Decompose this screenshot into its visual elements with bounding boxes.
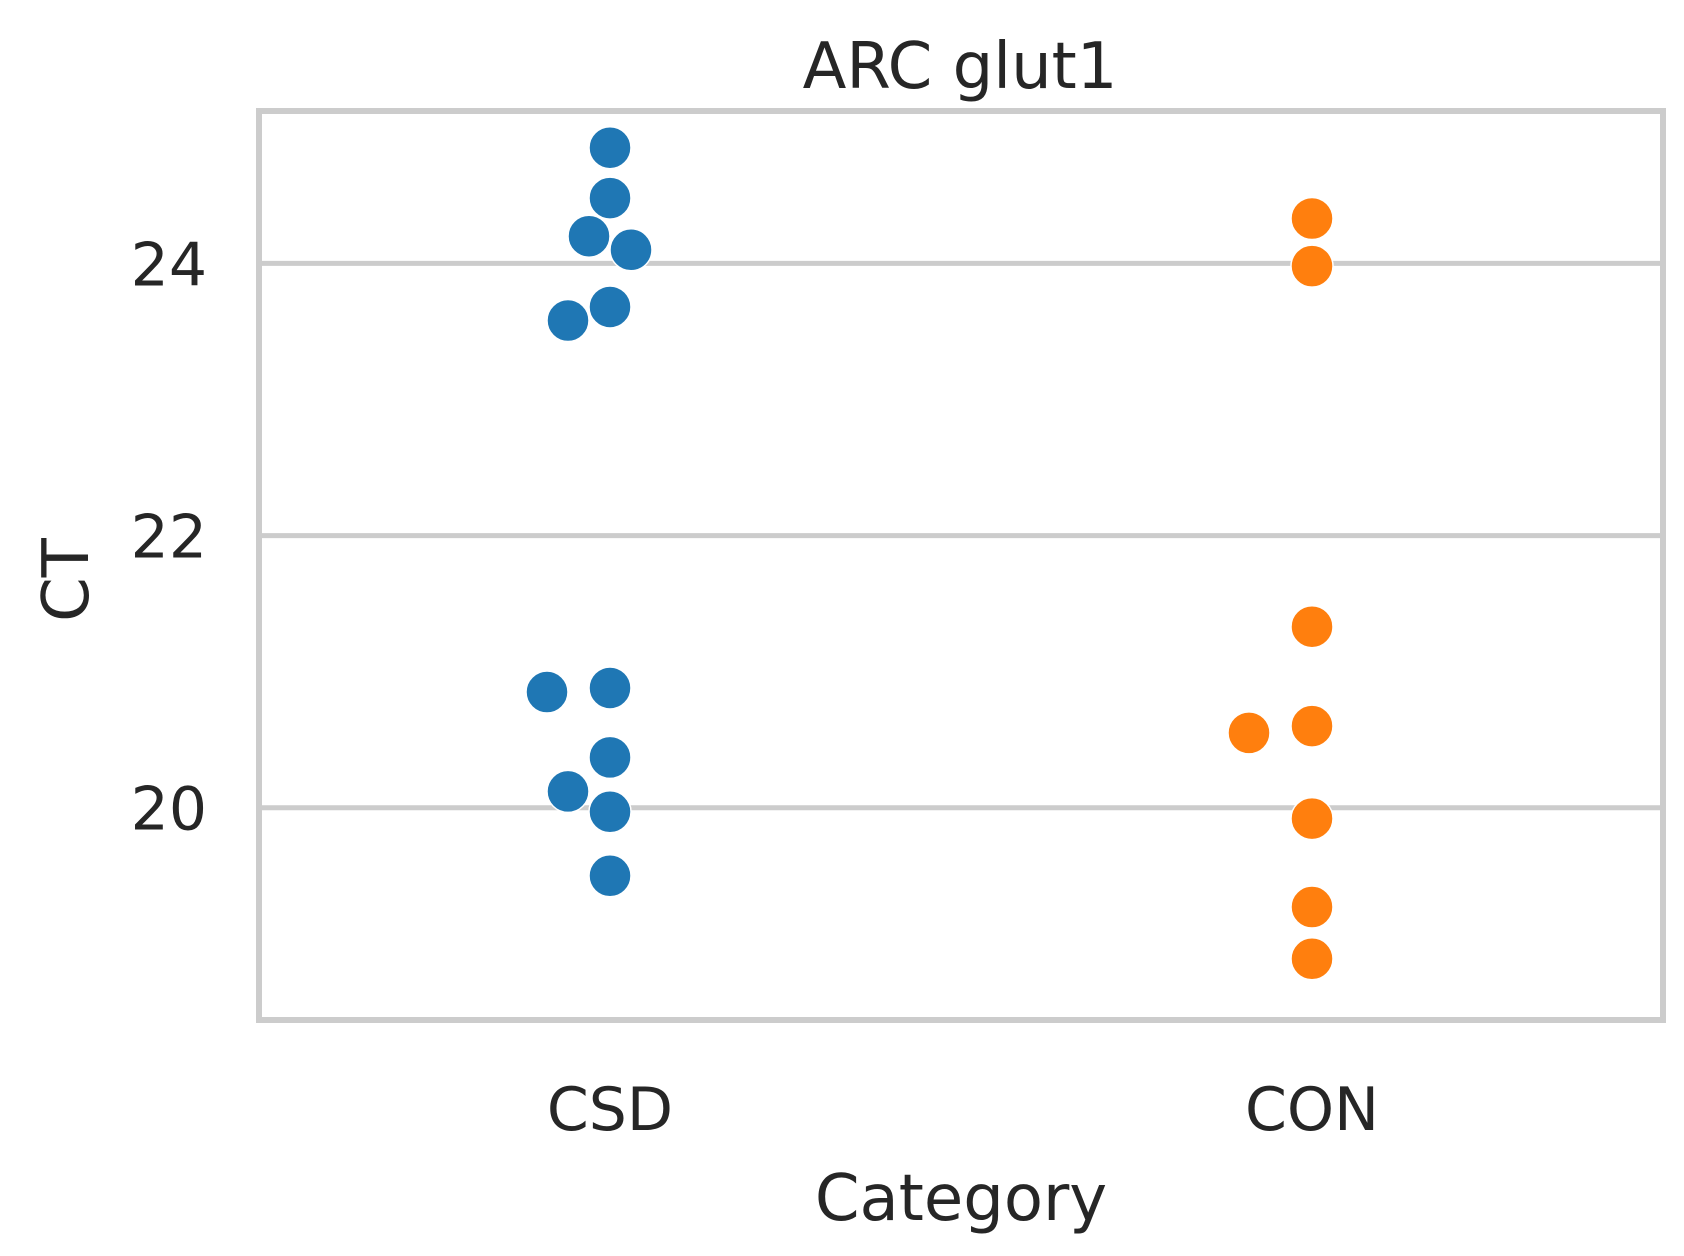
data-point-csd	[588, 125, 632, 170]
y-tick-label: 22	[131, 503, 207, 573]
data-point-csd	[546, 298, 590, 343]
chart-title: ARC glut1	[803, 30, 1118, 104]
data-point-con	[1290, 196, 1334, 241]
plot-frame	[256, 108, 1666, 1023]
y-axis-label: CT	[30, 537, 104, 622]
data-point-csd	[588, 176, 632, 220]
data-point-csd	[588, 854, 632, 898]
data-points	[525, 125, 1334, 981]
y-tick-labels: 20 22 24	[131, 230, 207, 844]
x-tick-label: CON	[1245, 1075, 1379, 1145]
data-point-con	[1290, 937, 1334, 981]
grid-lines	[259, 260, 1663, 811]
data-point-con	[1290, 244, 1334, 288]
x-tick-labels: CSD CON	[547, 1075, 1379, 1145]
data-point-csd	[546, 769, 590, 814]
y-tick-label: 20	[131, 775, 207, 845]
x-tick-label: CSD	[547, 1075, 673, 1145]
data-point-csd	[588, 285, 632, 329]
data-point-csd	[609, 228, 653, 272]
data-point-csd	[588, 790, 632, 834]
data-point-csd	[588, 666, 632, 710]
data-point-csd	[567, 214, 611, 258]
data-point-csd	[525, 670, 569, 714]
data-point-con	[1290, 796, 1334, 841]
y-tick-label: 24	[131, 230, 207, 300]
data-point-con	[1290, 604, 1334, 649]
data-point-con	[1290, 704, 1334, 748]
data-point-con	[1227, 711, 1271, 755]
x-axis-label: Category	[815, 1162, 1107, 1236]
data-point-csd	[588, 735, 632, 780]
data-point-con	[1290, 885, 1334, 929]
